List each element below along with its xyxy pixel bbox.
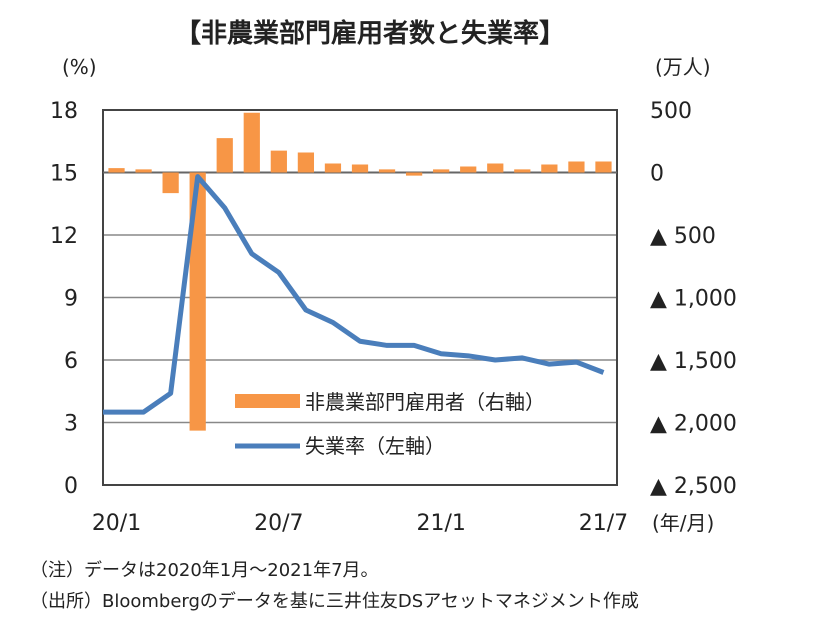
legend-bar-label: 非農業部門雇用者（右軸） xyxy=(305,390,545,414)
x-tick-label: 21/7 xyxy=(579,511,628,536)
legend-bar-swatch xyxy=(235,394,300,408)
bar-20/8 xyxy=(297,152,315,173)
left-tick-label: 9 xyxy=(64,287,78,312)
plot-frame xyxy=(102,109,618,486)
bar-20/10 xyxy=(351,164,369,173)
bar-20/12 xyxy=(405,172,423,176)
bar-21/7 xyxy=(595,161,612,173)
right-tick-label: ▲ 2,000 xyxy=(650,412,737,437)
bar-21/4 xyxy=(514,169,531,173)
bar-21/6 xyxy=(568,161,585,173)
left-tick-label: 12 xyxy=(50,224,78,249)
bar-20/9 xyxy=(324,163,342,173)
right-tick-label: 500 xyxy=(650,99,692,124)
right-tick-label: ▲ 2,500 xyxy=(650,474,737,499)
bar-21/1 xyxy=(433,169,450,173)
bar-20/7 xyxy=(270,150,287,173)
bar-20/3 xyxy=(162,172,179,194)
left-tick-label: 15 xyxy=(50,162,78,187)
x-tick-label: 20/1 xyxy=(92,511,141,536)
x-axis-unit: (年/月) xyxy=(652,511,714,535)
source: （出所）Bloombergのデータを基に三井住友DSアセットマネジメント作成 xyxy=(30,591,639,612)
right-tick-label: ▲ 1,000 xyxy=(650,287,737,312)
bar-20/1 xyxy=(108,168,125,173)
x-tick-label: 21/1 xyxy=(416,511,465,536)
bar-20/5 xyxy=(216,138,233,173)
left-tick-label: 3 xyxy=(64,412,78,437)
right-tick-label: 0 xyxy=(650,162,664,187)
left-tick-label: 6 xyxy=(64,349,78,374)
bar-20/4 xyxy=(189,172,206,431)
bar-21/2 xyxy=(460,166,477,173)
left-tick-label: 18 xyxy=(50,99,78,124)
chart-title: 【非農業部門雇用者数と失業率】 xyxy=(175,18,565,49)
unemployment-line xyxy=(103,174,605,415)
legend-line-label: 失業率（左軸） xyxy=(305,434,445,458)
note: （注）データは2020年1月～2021年7月。 xyxy=(30,560,379,581)
bar-20/11 xyxy=(378,169,396,173)
right-tick-label: ▲ 1,500 xyxy=(650,349,737,374)
right-tick-label: ▲ 500 xyxy=(650,224,716,249)
right-axis-unit: (万人) xyxy=(655,55,711,79)
bar-21/5 xyxy=(541,164,558,173)
left-tick-label: 0 xyxy=(64,474,78,499)
x-tick-label: 20/7 xyxy=(254,511,303,536)
bar-20/6 xyxy=(243,112,260,173)
left-axis-unit: (%) xyxy=(62,55,97,79)
bar-21/3 xyxy=(487,163,504,173)
bar-20/2 xyxy=(135,169,152,173)
